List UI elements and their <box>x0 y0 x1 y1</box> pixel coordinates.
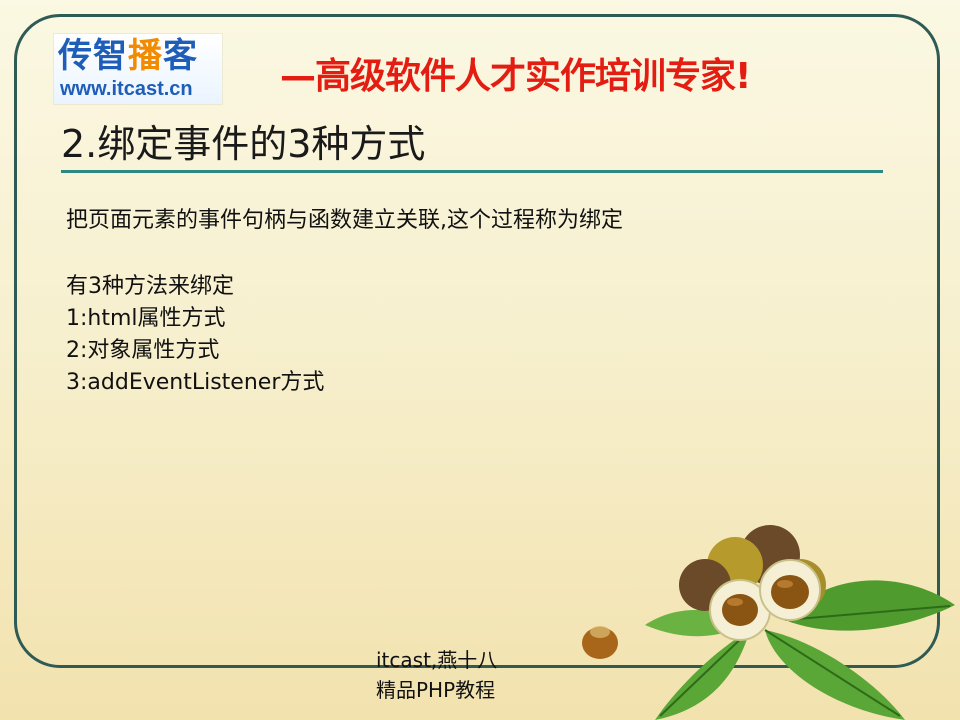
intro-paragraph: 把页面元素的事件句柄与函数建立关联,这个过程称为绑定 <box>66 208 623 233</box>
title-divider <box>61 170 883 173</box>
list-heading: 有3种方法来绑定 <box>66 274 234 299</box>
footer-line-2: 精品PHP教程 <box>376 678 496 702</box>
list-item-2: 2:对象属性方式 <box>66 338 220 363</box>
footer-line-1: itcast,燕十八 <box>376 648 498 672</box>
chestnut-icon <box>582 627 618 659</box>
logo-text-a: 传智 <box>58 36 128 76</box>
chestnut-icon <box>722 594 758 626</box>
leaf-icon <box>655 629 751 720</box>
slide-title: 2.绑定事件的3种方式 <box>61 122 426 166</box>
footer-credit: itcast,燕十八 精品PHP教程 <box>376 645 497 705</box>
slogan: —高级软件人才实作培训专家! <box>280 56 751 97</box>
itcast-logo: 传智播客 www.itcast.cn <box>54 34 222 104</box>
slide-frame <box>14 14 940 668</box>
chestnut-icon <box>771 575 809 609</box>
list-item-1: 1:html属性方式 <box>66 306 226 331</box>
logo-text-b: 播 <box>128 36 163 76</box>
spacer <box>66 237 686 271</box>
logo-text-c: 客 <box>163 36 198 76</box>
chestnut-decoration-icon <box>582 525 955 720</box>
logo-url: www.itcast.cn <box>60 78 193 100</box>
slide-body: 把页面元素的事件句柄与函数建立关联,这个过程称为绑定 有3种方法来绑定 1:ht… <box>66 205 686 399</box>
list-item-3: 3:addEventListener方式 <box>66 370 325 395</box>
logo-wordmark: 传智播客 <box>58 36 198 76</box>
leaf-icon <box>764 629 905 720</box>
leaf-icon <box>784 580 955 631</box>
